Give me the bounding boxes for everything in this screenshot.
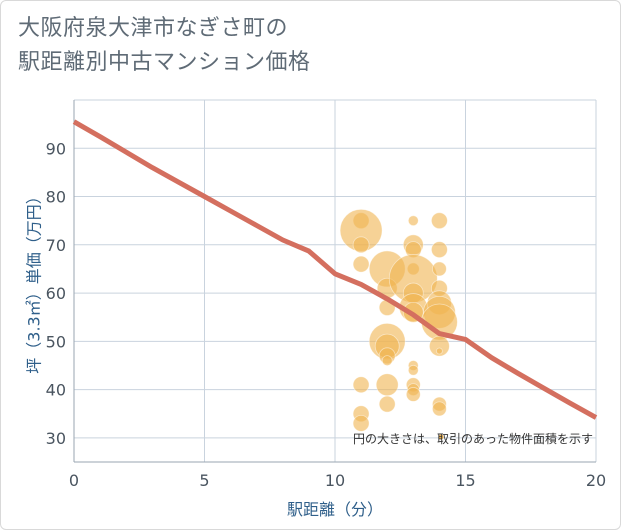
- data-point: [431, 261, 447, 277]
- legend-size-dot: [438, 434, 444, 440]
- data-point: [381, 355, 393, 367]
- tick-labels: 0 5 10 15 20 30 40 50 60 70 80 90: [46, 139, 607, 490]
- data-point: [352, 255, 370, 273]
- chart-title-line-1: 大阪府泉大津市なぎさ町の: [18, 16, 289, 41]
- y-tick-label: 40: [46, 381, 66, 400]
- data-point: [407, 215, 419, 227]
- size-annotation: 円の大きさは、取引のあった物件面積を示す: [353, 431, 593, 446]
- x-tick-label: 0: [69, 471, 79, 490]
- y-tick-label: 50: [46, 332, 66, 351]
- data-point: [435, 347, 443, 355]
- y-tick-label: 60: [46, 284, 66, 303]
- bubble-layer: [339, 208, 458, 432]
- x-tick-label: 20: [586, 471, 606, 490]
- chart-title: 大阪府泉大津市なぎさ町の 駅距離別中古マンション価格: [18, 12, 311, 80]
- x-axis-title: 駅距離（分）: [287, 500, 383, 519]
- trend-layer: [72, 119, 598, 420]
- y-tick-label: 30: [46, 429, 66, 448]
- data-point: [407, 364, 419, 376]
- trend-line: [72, 119, 598, 420]
- data-point: [430, 212, 448, 230]
- x-tick-label: 5: [199, 471, 209, 490]
- y-tick-label: 80: [46, 188, 66, 207]
- grid-lines: [73, 99, 597, 463]
- data-point: [405, 387, 421, 402]
- x-tick-label: 10: [325, 471, 345, 490]
- data-point: [352, 236, 370, 254]
- data-point: [431, 401, 447, 417]
- y-tick-label: 70: [46, 236, 66, 255]
- chart-title-line-2: 駅距離別中古マンション価格: [18, 50, 311, 75]
- x-tick-label: 15: [455, 471, 475, 490]
- data-point: [352, 376, 370, 394]
- data-point: [375, 373, 399, 397]
- data-point: [352, 414, 370, 432]
- data-point: [430, 241, 448, 259]
- data-point: [378, 395, 396, 413]
- y-tick-label: 90: [46, 139, 66, 158]
- y-axis-title: 坪（3.3㎡）単価（万円）: [25, 188, 44, 373]
